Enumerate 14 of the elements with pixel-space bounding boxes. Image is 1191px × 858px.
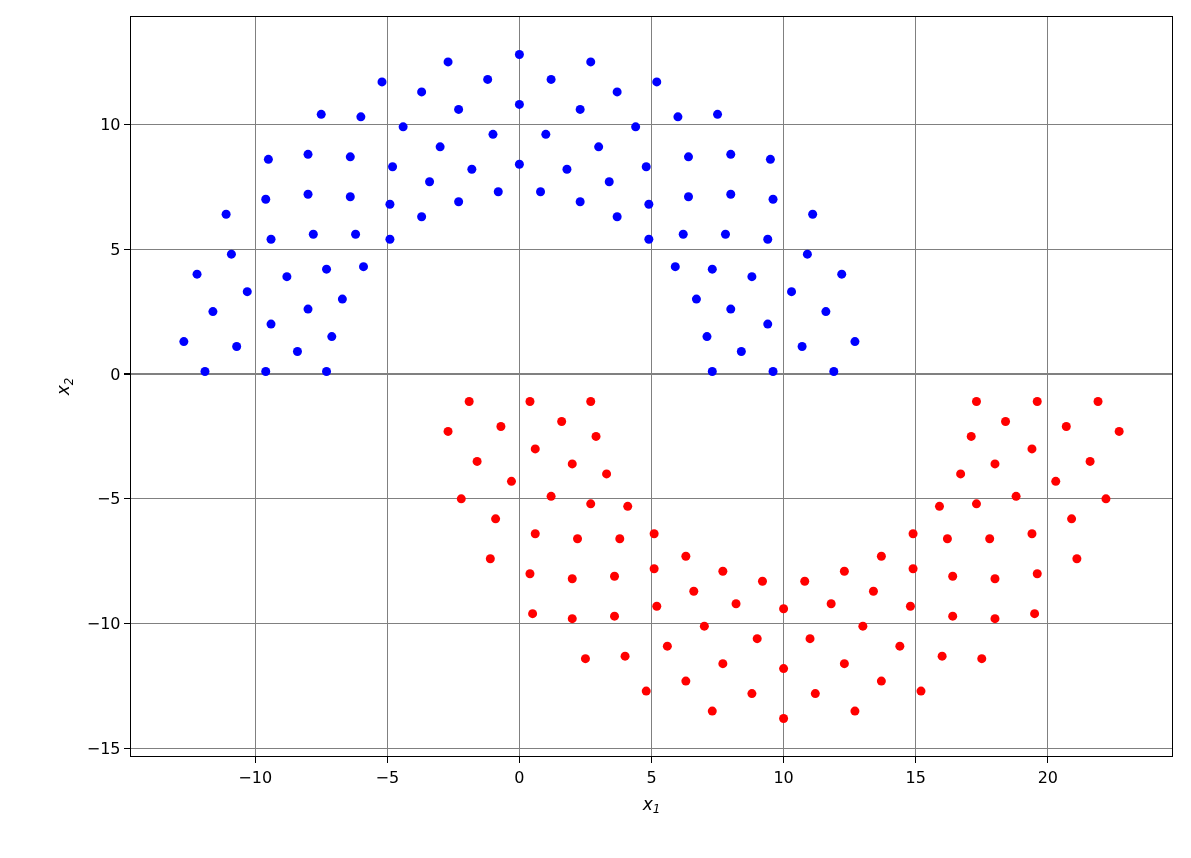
y-tick-label: −15	[86, 739, 121, 759]
x-tick-label: 15	[905, 767, 926, 787]
y-tick-label: −5	[96, 489, 121, 509]
x-tick-label: −10	[238, 767, 273, 787]
y-tick-label: −10	[86, 614, 121, 634]
x-tick-label: 20	[1037, 767, 1058, 787]
y-tick-label: 0	[110, 364, 121, 384]
y-tick-label: 5	[110, 239, 121, 259]
x-tick-label: 5	[646, 767, 657, 787]
x-axis-title: x$_{1}$	[641, 793, 661, 817]
x-tick-label: −5	[375, 767, 400, 787]
x-tick-label: 10	[773, 767, 794, 787]
x-tick-label: 0	[514, 767, 525, 787]
y-tick-label: 10	[100, 114, 121, 134]
